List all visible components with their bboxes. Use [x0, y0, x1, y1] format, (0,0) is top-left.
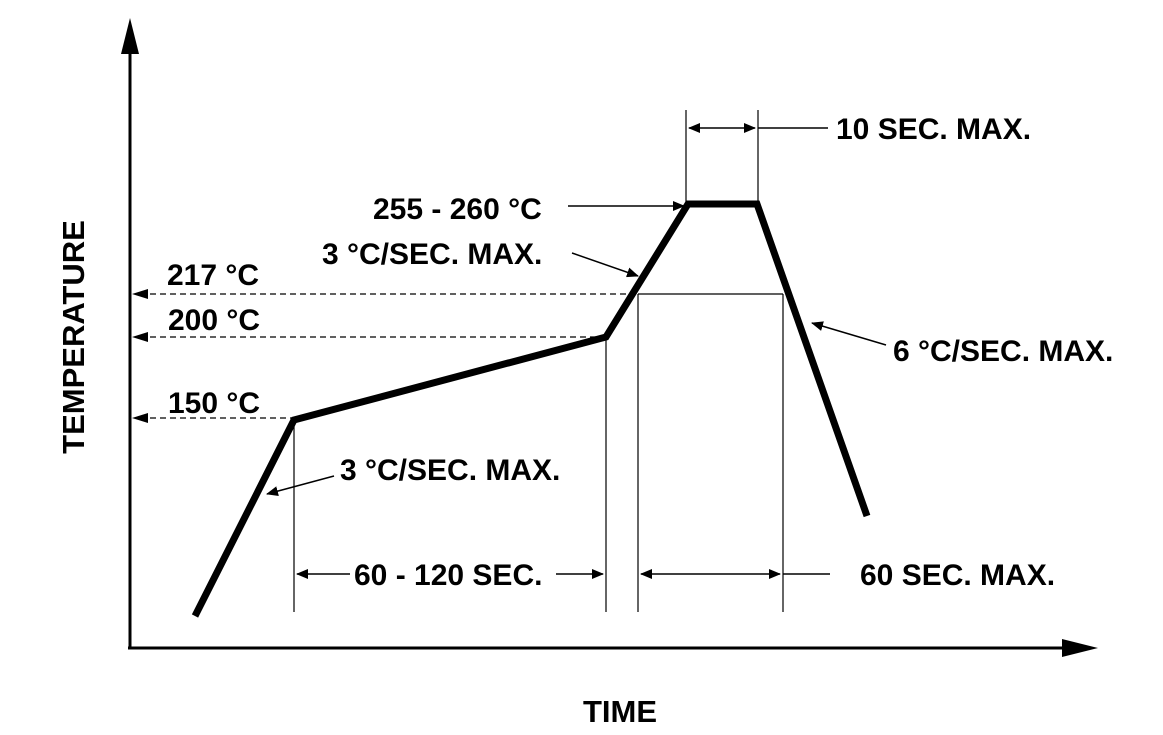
y-axis-title: TEMPERATURE [56, 220, 91, 454]
temp-label-217: 217 °C [167, 259, 259, 292]
ref-arrow-217 [132, 289, 148, 299]
y-axis [121, 18, 139, 648]
soak-time-label: 60 - 120 SEC. [354, 559, 542, 592]
ref-arrow-200 [132, 332, 148, 342]
ramp-up-1-arrow [266, 475, 335, 496]
ramp-down-arrow [811, 321, 887, 346]
ref-arrow-150 [132, 413, 148, 423]
peak-temp-label: 255 - 260 °C [373, 193, 542, 226]
temp-label-200: 200 °C [168, 304, 260, 337]
peak-time-label: 10 SEC. MAX. [836, 113, 1031, 146]
ramp-up-2-label: 3 °C/SEC. MAX. [322, 238, 542, 271]
liquidus-time-label: 60 SEC. MAX. [860, 559, 1055, 592]
x-axis [128, 639, 1098, 657]
ramp-up-2-arrow [571, 252, 639, 278]
reflow-profile-curve [191, 200, 871, 618]
ramp-down-label: 6 °C/SEC. MAX. [893, 335, 1113, 368]
ramp-up-1-label: 3 °C/SEC. MAX. [340, 454, 560, 487]
x-axis-arrowhead [1062, 639, 1098, 657]
y-axis-arrowhead [121, 18, 139, 54]
temp-label-150: 150 °C [168, 387, 260, 420]
x-axis-title: TIME [583, 694, 657, 729]
